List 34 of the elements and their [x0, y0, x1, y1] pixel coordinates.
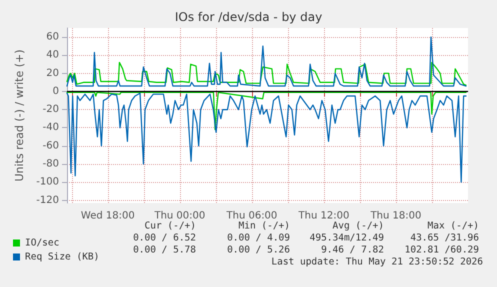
y-tick-label: 20	[46, 68, 59, 79]
legend-label: Req Size (KB)	[25, 252, 100, 262]
y-tick-label: 0	[52, 86, 59, 97]
y-tick-label: -60	[42, 140, 59, 152]
x-tick-label: Thu 00:00	[153, 210, 206, 222]
text: Avg (-/+)	[332, 220, 384, 232]
text: Cur (-/+)	[144, 220, 196, 232]
y-tick-label: -20	[42, 104, 59, 116]
text: 0.00 / 5.26	[227, 244, 290, 256]
x-tick-label: Wed 18:00	[80, 210, 135, 222]
line-series	[66, 62, 467, 86]
text: Min (-/+)	[238, 220, 290, 232]
text: 43.65 /31.96	[410, 232, 480, 244]
y-tick-label: -80	[42, 158, 59, 170]
y-tick-label: 40	[46, 50, 59, 61]
y-tick-label: -100	[36, 176, 59, 188]
x-tick-label: Thu 18:00	[370, 210, 422, 222]
y-tick-label: -120	[36, 194, 59, 206]
text: Max (-/+)	[428, 220, 480, 232]
text: 0.00 / 4.09	[227, 232, 290, 244]
text: 102.81 /60.29	[404, 244, 480, 256]
y-axis-title: Units read (-) / write (+)	[13, 49, 26, 182]
legend-label: IO/sec	[25, 238, 60, 248]
text: 9.46 / 7.82	[321, 244, 384, 256]
text: 495.34m/12.49	[310, 232, 384, 244]
chart-title: IOs for /dev/sda - by day	[174, 10, 322, 24]
line-series	[66, 36, 467, 87]
x-tick-label: Thu 06:00	[226, 210, 278, 222]
x-tick-label: Thu 12:00	[298, 210, 350, 222]
text: Last update: Thu May 21 23:50:52 2026	[271, 256, 484, 268]
text: 0.00 / 6.52	[133, 232, 196, 244]
text: 0.00 / 5.78	[133, 244, 196, 256]
y-tick-label: 60	[46, 32, 59, 43]
y-tick-label: -40	[42, 122, 59, 134]
